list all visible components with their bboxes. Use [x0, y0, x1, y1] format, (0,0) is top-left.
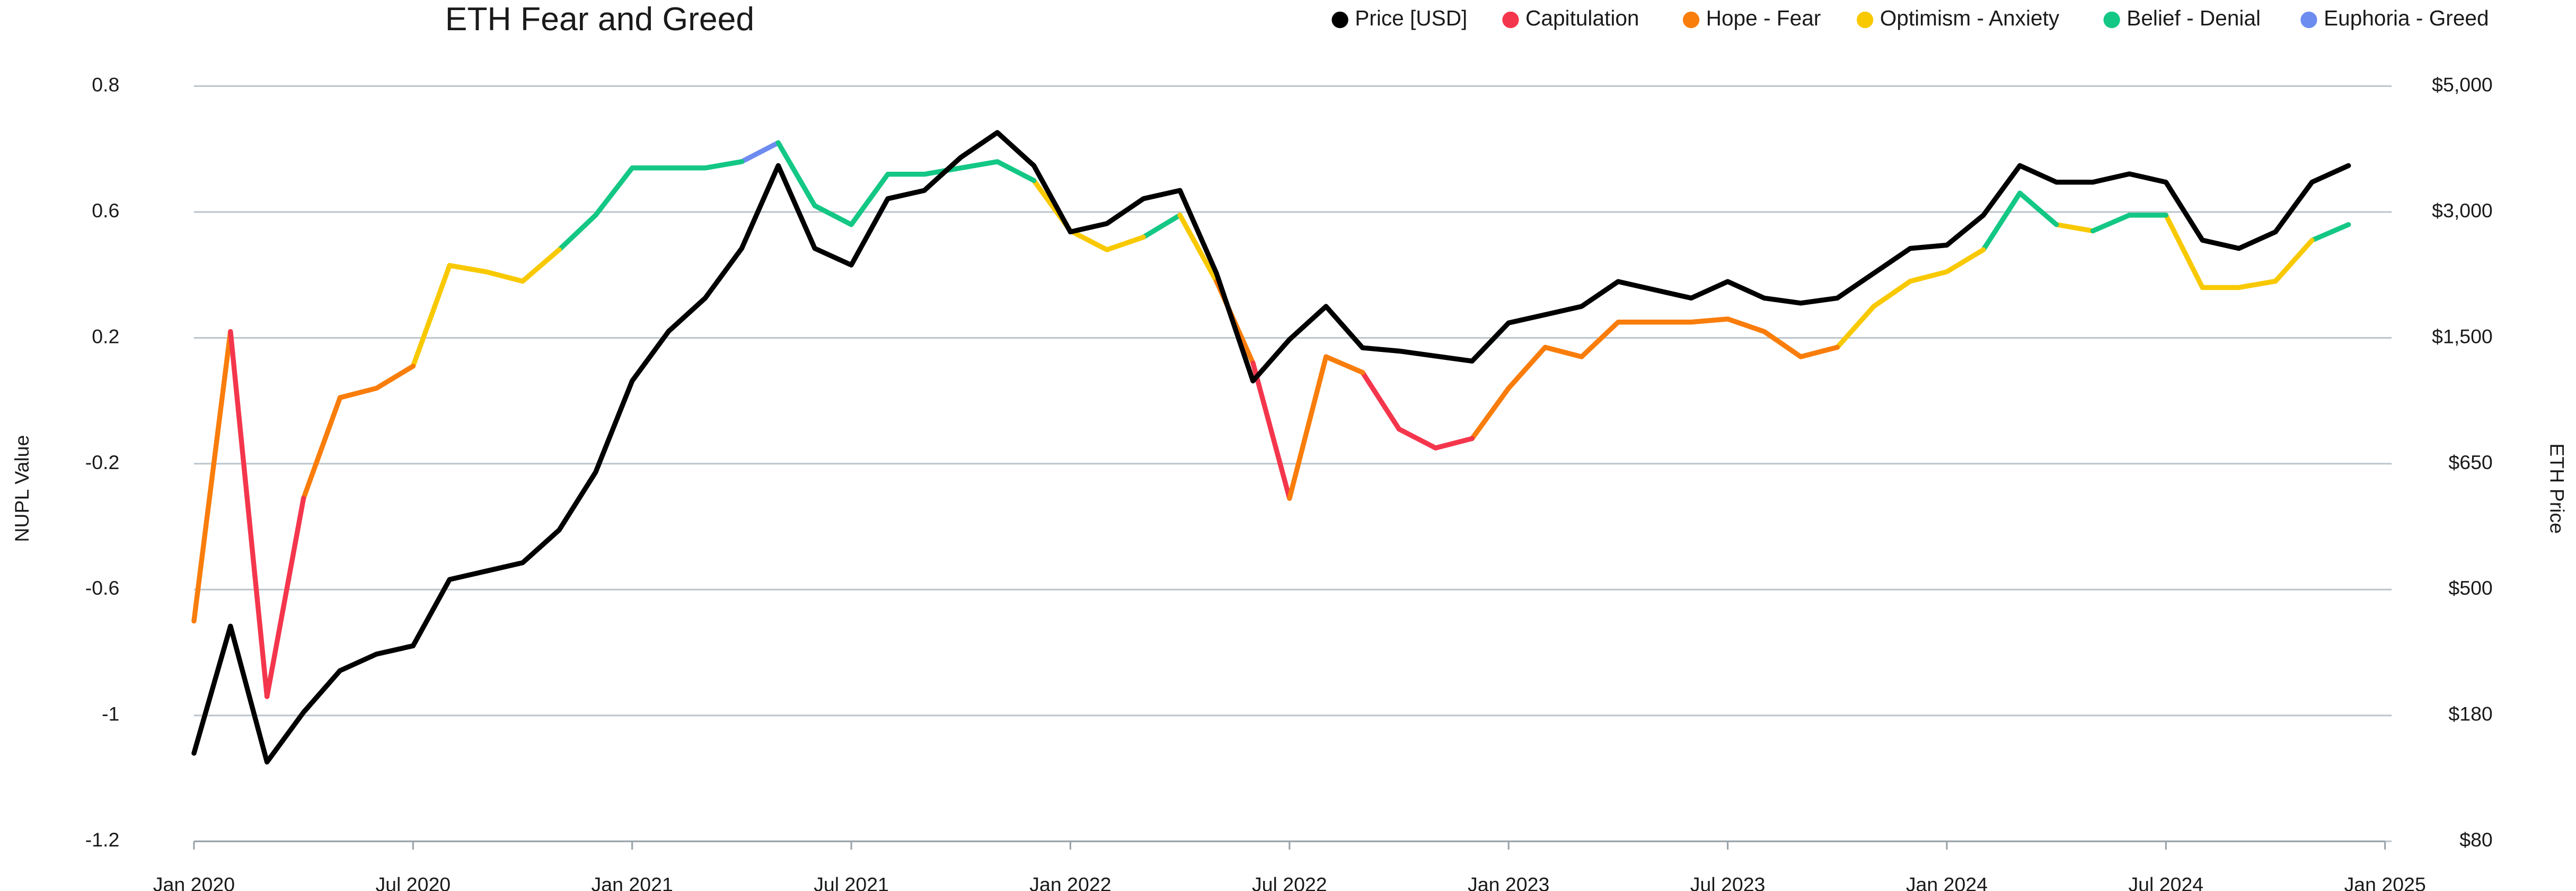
regime-connector: [1834, 304, 1876, 350]
regime-connector: [191, 329, 233, 624]
legend-swatch: [1331, 11, 1348, 29]
y-tick-label: 0.2: [92, 325, 119, 347]
regime-connector: [739, 140, 781, 164]
x-tick-label: Jul 2023: [1690, 874, 1766, 891]
legend: Price [USD] Capitulation Hope - Fear Optimi…: [1331, 6, 2489, 30]
y2-tick-label: $500: [2448, 577, 2492, 599]
regime-connector: [1250, 360, 1292, 501]
legend-swatch: [2300, 11, 2317, 29]
legend-label: Hope - Fear: [1706, 6, 1821, 30]
regime-connector: [1141, 213, 1183, 240]
x-tick-label: Jul 2024: [2128, 874, 2203, 891]
legend-label: Belief - Denial: [2127, 6, 2261, 30]
legend-swatch: [2103, 11, 2120, 29]
y2-axis-label: ETH Price: [2546, 443, 2569, 534]
regime-connector: [228, 329, 270, 699]
x-tick-label: Jan 2024: [1906, 874, 1988, 891]
chart-title: ETH Fear and Greed: [445, 1, 754, 38]
regime-connector: [2309, 222, 2351, 243]
y2-tick-label: $5,000: [2432, 73, 2493, 95]
x-tick-label: Jan 2025: [2344, 874, 2426, 891]
y2-tick-label: $180: [2448, 703, 2492, 725]
y-tick-label: 0.8: [92, 73, 119, 95]
legend-swatch: [1502, 11, 1519, 29]
x-tick-label: Jan 2023: [1468, 874, 1549, 891]
regime-connector: [2163, 213, 2205, 290]
x-tick-label: Jan 2022: [1029, 874, 1111, 891]
regime-connector: [301, 395, 343, 501]
regime-connector: [2053, 222, 2096, 234]
regime-connector: [557, 213, 598, 252]
y-tick-label: 0.6: [92, 199, 119, 222]
regime-connector: [1177, 213, 1219, 284]
line: [264, 426, 1475, 699]
x-tick-label: Jul 2021: [814, 874, 889, 891]
y-tick-label: -0.2: [85, 451, 120, 473]
line: [337, 316, 1840, 400]
y2-tick-label: $1,500: [2432, 325, 2493, 347]
legend-label: Price [USD]: [1355, 6, 1467, 30]
legend-label: Euphoria - Greed: [2324, 6, 2489, 30]
line: [596, 162, 2349, 225]
line: [447, 228, 2315, 309]
regime-connector: [1981, 190, 2023, 252]
y-tick-label: -1.2: [85, 828, 120, 851]
regime-connector: [410, 263, 452, 369]
legend-label: Optimism - Anxiety: [1880, 6, 2060, 30]
x-tick-label: Jul 2020: [375, 874, 451, 891]
line: [191, 130, 2351, 765]
x-tick-label: Jul 2022: [1252, 874, 1327, 891]
y2-tick-label: $3,000: [2432, 199, 2493, 222]
y-axis-label: NUPL Value: [11, 435, 33, 542]
regime-connector: [1469, 385, 1511, 442]
y2-tick-label: $650: [2448, 451, 2492, 473]
regime-connector: [1287, 354, 1329, 501]
legend-swatch: [1682, 11, 1700, 29]
x-tick-label: Jan 2021: [592, 874, 673, 891]
y2-tick-label: $80: [2459, 828, 2493, 851]
regime-connector: [1360, 370, 1402, 432]
legend-swatch: [1856, 11, 1874, 29]
y-tick-label: -0.6: [85, 577, 120, 599]
y-tick-label: -1: [102, 703, 119, 725]
regime-connector: [775, 140, 817, 208]
x-tick-label: Jan 2020: [153, 874, 235, 891]
regime-connector: [2090, 213, 2132, 234]
legend-label: Capitulation: [1525, 6, 1639, 30]
